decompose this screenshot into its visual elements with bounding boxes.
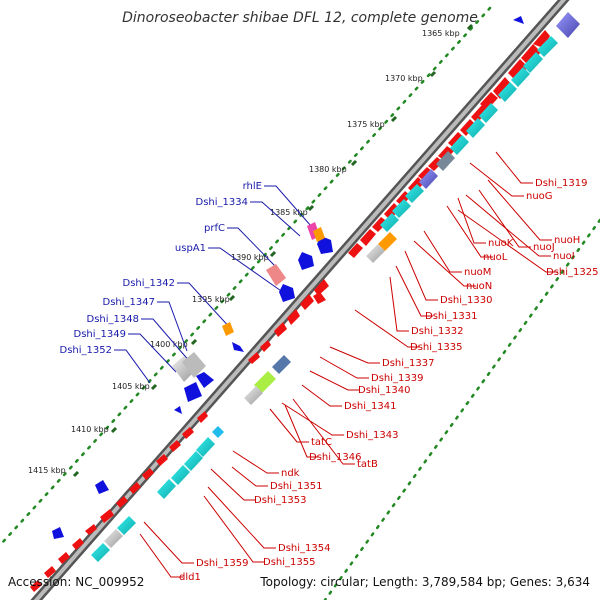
kbp-label: 1405 kbp: [112, 382, 150, 391]
gene-label-dshi-1319[interactable]: Dshi_1319: [535, 178, 587, 189]
kbp-label: 1395 kbp: [192, 295, 230, 304]
gene-label-ndk[interactable]: ndk: [281, 468, 300, 479]
gene-label-dshi-1355[interactable]: Dshi_1355: [263, 557, 315, 568]
gene-label-dshi-1352[interactable]: Dshi_1352: [60, 345, 112, 356]
kbp-label: 1365 kbp: [422, 29, 460, 38]
gene-label-dshi-1339[interactable]: Dshi_1339: [371, 373, 423, 384]
gene-label-nuoK[interactable]: nuoK: [488, 238, 514, 249]
red-connectors: [139, 151, 558, 578]
gene-label-uspA1[interactable]: uspA1: [175, 243, 206, 254]
gene-label-rhlE[interactable]: rhlE: [243, 181, 262, 192]
gene-label-dshi-1330[interactable]: Dshi_1330: [440, 295, 492, 306]
gene-label-nuoH[interactable]: nuoH: [554, 235, 580, 246]
gene-label-dshi-1359[interactable]: Dshi_1359: [196, 558, 248, 569]
inner-cds-track: [30, 30, 550, 592]
gene-label-tatB[interactable]: tatB: [357, 459, 378, 470]
inner-dotted-track: [323, 218, 600, 600]
gene-label-tatC[interactable]: tatC: [311, 437, 332, 448]
gene-label-dshi-1334[interactable]: Dshi_1334: [196, 197, 248, 208]
genome-summary-text: Topology: circular; Length: 3,789,584 bp…: [260, 575, 590, 589]
kbp-label: 1410 kbp: [71, 425, 109, 434]
gene-label-nuoG[interactable]: nuoG: [526, 191, 553, 202]
gene-label-nuoI[interactable]: nuoI: [553, 251, 575, 262]
gene-label-dld1[interactable]: dld1: [179, 572, 201, 583]
kbp-label: 1375 kbp: [347, 120, 385, 129]
gene-label-dshi-1353[interactable]: Dshi_1353: [254, 495, 306, 506]
kbp-label: 1390 kbp: [231, 253, 269, 262]
gene-label-dshi-1348[interactable]: Dshi_1348: [87, 314, 139, 325]
gene-label-dshi-1340[interactable]: Dshi_1340: [358, 385, 410, 396]
gene-label-dshi-1354[interactable]: Dshi_1354: [278, 543, 330, 554]
gene-label-nuoJ[interactable]: nuoJ: [533, 242, 555, 253]
gene-label-dshi-1342[interactable]: Dshi_1342: [123, 278, 175, 289]
kbp-tick-marks: [72, 23, 474, 478]
gene-label-dshi-1335[interactable]: Dshi_1335: [410, 342, 462, 353]
kbp-label: 1415 kbp: [28, 466, 66, 475]
gene-label-prfC[interactable]: prfC: [204, 223, 225, 234]
gene-label-nuoN[interactable]: nuoN: [466, 281, 492, 292]
gene-label-dshi-1337[interactable]: Dshi_1337: [382, 358, 434, 369]
gene-label-dshi-1331[interactable]: Dshi_1331: [425, 311, 477, 322]
gene-label-dshi-1343[interactable]: Dshi_1343: [346, 430, 398, 441]
kbp-label: 1385 kbp: [270, 208, 308, 217]
gene-label-dshi-1351[interactable]: Dshi_1351: [270, 481, 322, 492]
kbp-label: 1370 kbp: [385, 74, 423, 83]
kbp-label: 1400 kbp: [150, 340, 188, 349]
accession-text: Accession: NC_009952: [8, 575, 145, 589]
gene-label-dshi-1347[interactable]: Dshi_1347: [103, 297, 155, 308]
blue-connectors: [114, 185, 312, 384]
map-title: Dinoroseobacter shibae DFL 12, complete …: [122, 10, 478, 26]
kbp-label: 1380 kbp: [309, 165, 347, 174]
inner-feature-blocks: [91, 12, 580, 562]
gene-label-dshi-1325[interactable]: Dshi_1325: [546, 267, 598, 278]
outer-dotted-track: [0, 6, 492, 545]
gene-label-dshi-1349[interactable]: Dshi_1349: [74, 329, 126, 340]
gene-label-nuoM[interactable]: nuoM: [464, 267, 491, 278]
gene-label-nuoL[interactable]: nuoL: [483, 252, 508, 263]
gene-label-dshi-1341[interactable]: Dshi_1341: [344, 401, 396, 412]
gene-label-dshi-1346[interactable]: Dshi_1346: [309, 452, 361, 463]
outer-feature-track: [52, 16, 524, 539]
gene-label-dshi-1332[interactable]: Dshi_1332: [411, 326, 463, 337]
